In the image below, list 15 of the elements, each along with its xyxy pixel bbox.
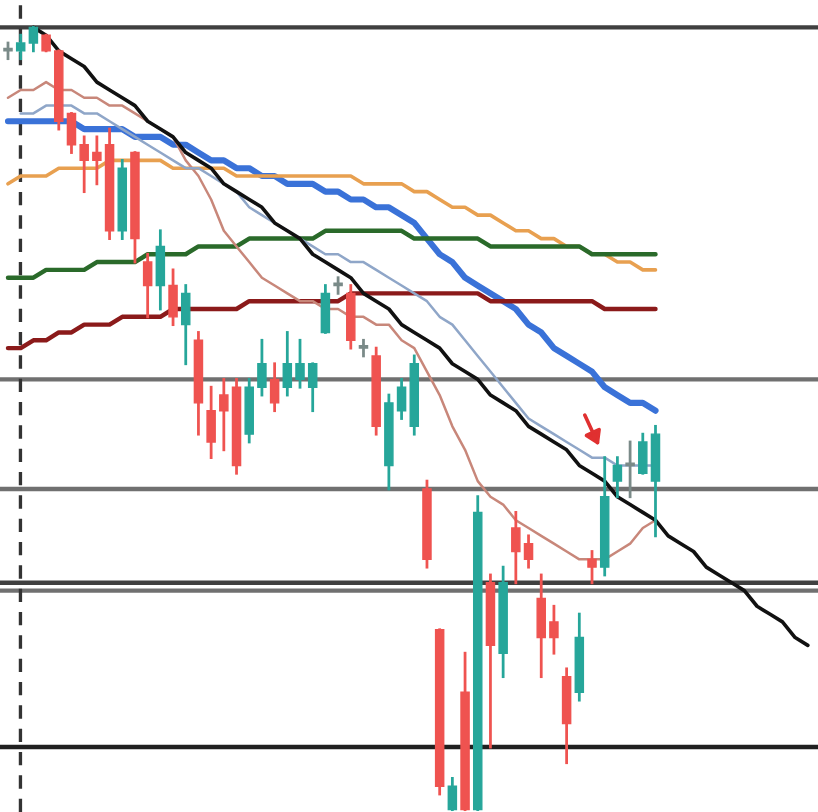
candlestick [28, 25, 39, 53]
candlestick [346, 284, 356, 350]
candlestick [625, 440, 635, 499]
candlestick [358, 338, 369, 358]
candlestick [155, 229, 166, 311]
candlestick [587, 550, 597, 585]
candlestick [320, 284, 331, 334]
candlestick [561, 667, 572, 765]
candlestick [447, 776, 458, 812]
candlestick [15, 33, 26, 61]
candlestick [168, 268, 178, 327]
candlestick [612, 456, 623, 499]
candlestick [269, 362, 280, 413]
candlestick [142, 252, 153, 319]
candlestick [180, 284, 191, 366]
